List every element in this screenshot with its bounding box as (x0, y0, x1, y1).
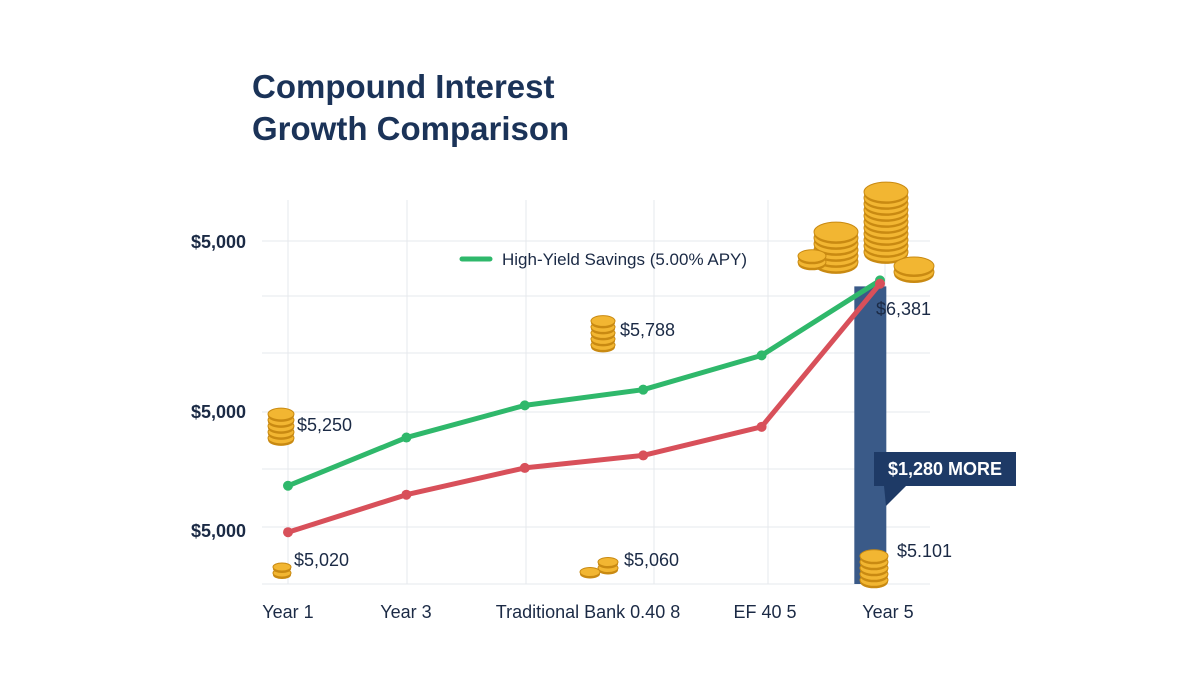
axis-layer: $5,000 $5,000 $5,000 Year 1 Year 3 Traditiona… (191, 232, 914, 622)
coin-stack-icon (267, 407, 295, 446)
title-line-1: Compound Interest (252, 68, 555, 105)
series-line-0 (285, 277, 883, 489)
data-label: $6,381 (876, 299, 931, 319)
coin-face (893, 256, 935, 276)
difference-bar-layer (854, 286, 887, 584)
coin-stack-icon (590, 315, 616, 353)
series-point-0 (401, 432, 412, 443)
series-point-0 (519, 400, 530, 411)
series-line-1 (285, 281, 883, 535)
y-tick-label: $5,000 (191, 402, 246, 422)
coin-face (863, 181, 909, 203)
data-label: $5,060 (624, 550, 679, 570)
label-layer: $5,250 $5,020 $5,788 $5,060 $6,381 $5.101 (294, 299, 952, 570)
y-tick-label: $5,000 (191, 232, 246, 252)
coin-stack-icon (797, 249, 827, 271)
data-label: $5.101 (897, 541, 952, 561)
coin-face (597, 557, 619, 567)
series-layer (283, 275, 885, 538)
coin-face (267, 407, 295, 421)
legend-label: High-Yield Savings (5.00% APY) (502, 250, 747, 269)
coin-face (272, 562, 292, 572)
series-point-1 (875, 278, 885, 289)
callout: $1,280 MORE (874, 452, 1016, 506)
coin-stack-icon (893, 256, 935, 283)
legend: High-Yield Savings (5.00% APY) (459, 250, 747, 269)
series-point-0 (638, 384, 649, 395)
series-point-1 (283, 527, 293, 538)
coin-face (813, 221, 859, 243)
coin-stack-icon (597, 557, 619, 575)
series-point-1 (756, 421, 767, 432)
data-label: $5,788 (620, 320, 675, 340)
series-point-0 (756, 350, 767, 361)
data-label: $5,020 (294, 550, 349, 570)
difference-bar (854, 286, 887, 584)
series-point-1 (401, 489, 412, 500)
coin-layer (267, 181, 935, 589)
series-point-1 (519, 462, 530, 473)
coin-icon (579, 567, 601, 579)
series-point-0 (283, 480, 293, 491)
coin-stack-icon (272, 562, 292, 580)
x-tick-label: EF 40 5 (733, 602, 796, 622)
x-tick-label: Year 3 (380, 602, 431, 622)
x-tick-label: Year 5 (862, 602, 913, 622)
title-line-2: Growth Comparison (252, 110, 570, 147)
coin-face (590, 315, 616, 327)
data-label: $5,250 (297, 415, 352, 435)
coin-face (859, 549, 889, 563)
coin-stack-icon (863, 181, 909, 264)
coin-face (579, 567, 601, 577)
callout-pointer (884, 486, 906, 506)
chart-title: Compound Interest Growth Comparison (252, 66, 569, 150)
coin-face (797, 249, 827, 263)
x-tick-label: Year 1 (262, 602, 313, 622)
series-point-1 (638, 450, 649, 461)
x-tick-label: Traditional Bank 0.40 8 (496, 602, 680, 622)
callout-label: $1,280 MORE (888, 459, 1002, 479)
coin-stack-icon (859, 549, 889, 589)
y-tick-label: $5,000 (191, 521, 246, 541)
callout-box (874, 452, 1016, 486)
